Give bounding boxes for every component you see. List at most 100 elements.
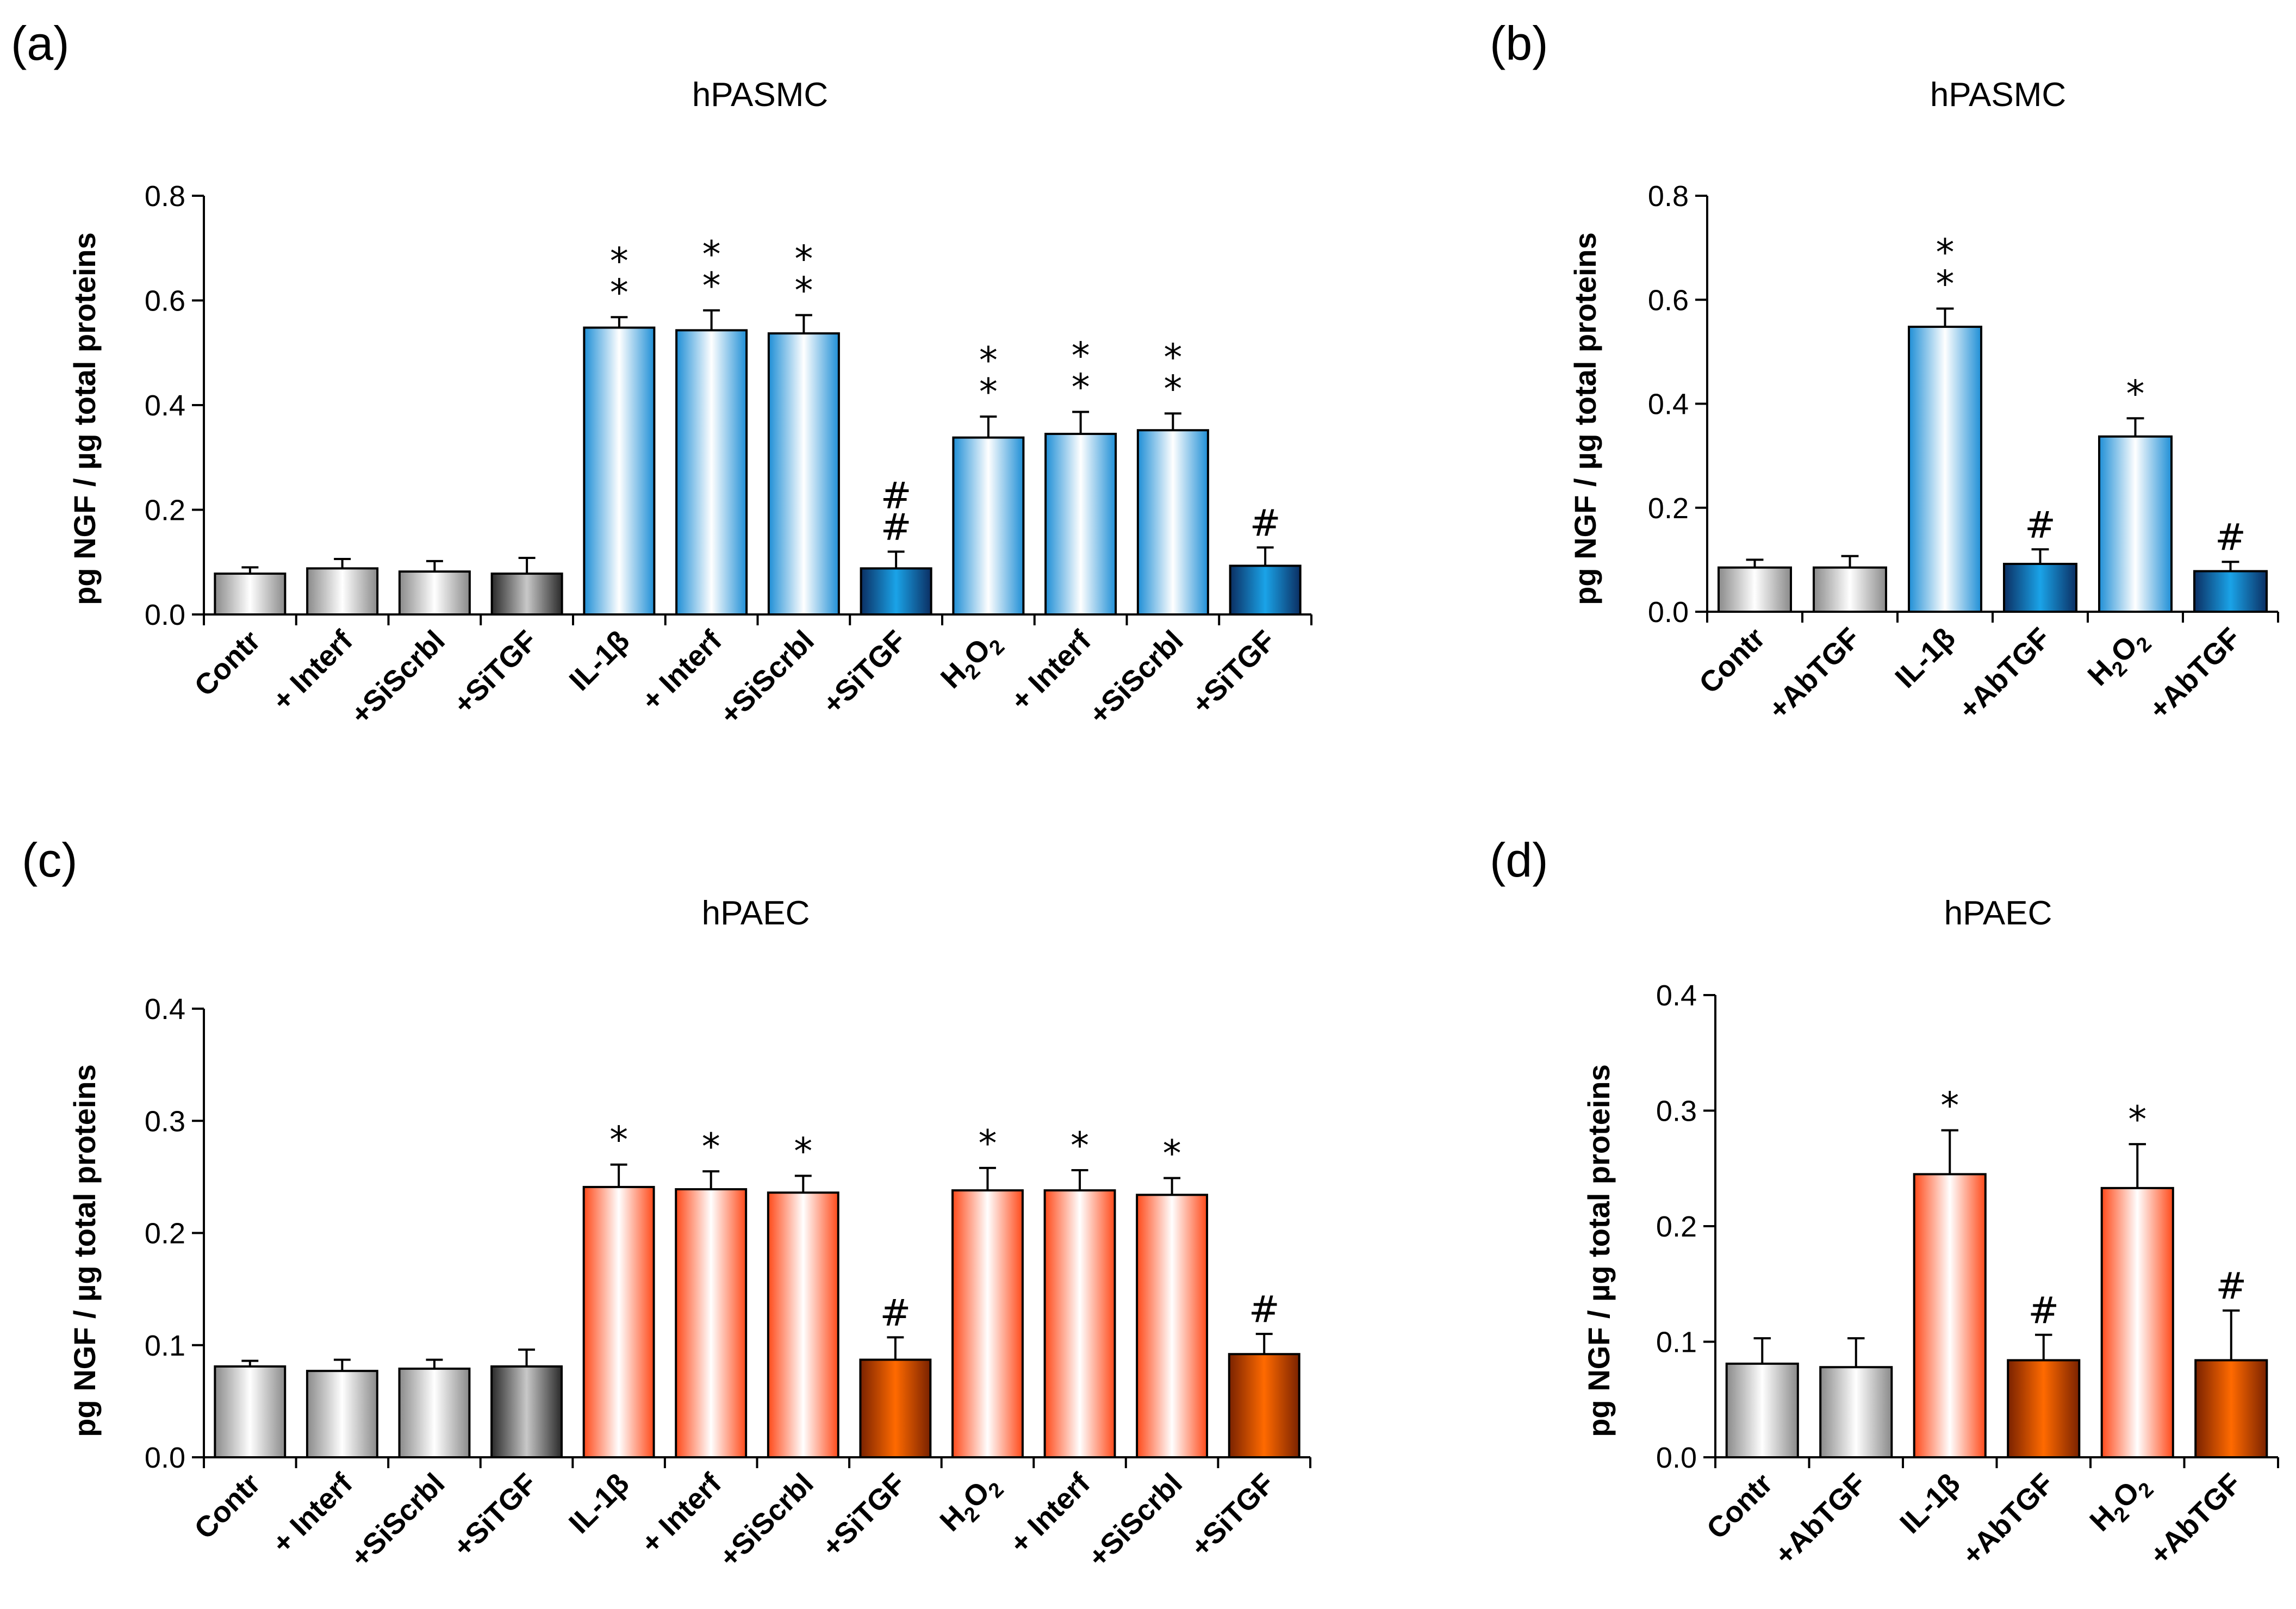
- bar: [2100, 1186, 2174, 1458]
- significance-label: #: [1250, 502, 1281, 545]
- significance-label: *: [794, 1130, 812, 1173]
- category-label: IL-1β: [563, 624, 636, 697]
- significance-label: * *: [610, 240, 629, 314]
- significance-label: * *: [702, 233, 721, 308]
- y-tick-label: 0.0: [1648, 596, 1689, 629]
- category-label: + Interf: [1004, 624, 1098, 717]
- significance-label: #: [2215, 516, 2246, 559]
- category-label: +SiScrbl: [714, 624, 820, 731]
- significance-label: # #: [881, 475, 912, 549]
- panel-b-letter: (b): [1490, 16, 1548, 70]
- panel-a-y-ticks: 0.0 0.2 0.4 0.6 0.8: [145, 180, 1312, 631]
- bar: [582, 1185, 655, 1458]
- category-label: +SiScrbl: [344, 1467, 451, 1574]
- category-label: +SiScrbl: [1082, 1467, 1189, 1574]
- panel-a-title: hPASMC: [692, 76, 828, 114]
- significance-label: *: [978, 1122, 997, 1165]
- panel-c-y-axis-label: pg NGF / µg total proteins: [67, 1064, 102, 1437]
- bar: [1908, 325, 1982, 613]
- category-label: +AbTGF: [1762, 622, 1866, 726]
- panel-c-y-ticks: 0.0 0.1 0.2 0.3 0.4: [145, 993, 1311, 1474]
- bar: [398, 570, 471, 616]
- significance-label: * *: [794, 238, 813, 312]
- bar: [1228, 1353, 1301, 1458]
- panel-b-title: hPASMC: [1930, 76, 2066, 114]
- category-label: IL-1β: [1894, 1467, 1967, 1540]
- bar: [1813, 566, 1887, 613]
- significance-label: * *: [1072, 335, 1090, 409]
- bar: [1725, 1362, 1799, 1458]
- category-label: +SiScrbl: [345, 624, 451, 731]
- panel-a-bars: * * * * * * # # * * * * * * #: [214, 233, 1302, 616]
- category-label: H2O2​: [935, 624, 1009, 699]
- panel-b: (b) hPASMC pg NGF / µg total proteins 0.…: [1490, 16, 2279, 726]
- panel-d-title: hPAEC: [1944, 894, 2052, 932]
- category-label: +SiTGF: [816, 624, 912, 720]
- y-tick-label: 0.4: [145, 389, 185, 422]
- panel-c-letter: (c): [22, 833, 78, 887]
- bar: [860, 567, 932, 616]
- y-tick-label: 0.0: [145, 599, 185, 631]
- bar: [214, 1365, 287, 1458]
- bar: [2098, 435, 2173, 613]
- panel-b-bars: * * # * #: [1718, 232, 2268, 613]
- significance-label: *: [1071, 1125, 1089, 1167]
- bar: [859, 1358, 932, 1458]
- y-tick-label: 0.3: [1656, 1095, 1697, 1128]
- category-label: +AbTGF: [2143, 622, 2247, 726]
- category-label: Contr: [188, 624, 266, 703]
- y-tick-label: 0.4: [145, 993, 185, 1026]
- y-tick-label: 0.2: [1648, 492, 1689, 525]
- category-label: +AbTGF: [1956, 1467, 2060, 1571]
- significance-label: *: [609, 1119, 628, 1162]
- significance-label: #: [1249, 1288, 1280, 1331]
- category-label: + Interf: [1004, 1467, 1097, 1560]
- bar: [1136, 429, 1209, 616]
- category-label: + Interf: [266, 624, 359, 717]
- category-label: +SiTGF: [1185, 624, 1281, 720]
- category-label: IL-1β: [563, 1467, 636, 1540]
- bar: [398, 1368, 471, 1458]
- panel-c-bars: * * * # * * * #: [214, 1119, 1301, 1458]
- bar: [306, 1370, 378, 1458]
- bar: [767, 332, 840, 616]
- bar: [2193, 570, 2268, 613]
- significance-label: *: [2126, 372, 2145, 415]
- bar: [214, 572, 287, 616]
- category-label: +SiTGF: [447, 624, 543, 720]
- category-label: +SiTGF: [447, 1467, 543, 1563]
- bar: [675, 1188, 748, 1458]
- significance-label: * *: [979, 339, 998, 414]
- y-tick-label: 0.4: [1656, 979, 1697, 1012]
- category-label: + Interf: [266, 1467, 359, 1560]
- significance-label: * *: [1163, 336, 1182, 411]
- panel-d-y-axis-label: pg NGF / µg total proteins: [1582, 1064, 1616, 1437]
- bar: [1819, 1366, 1893, 1458]
- category-label: +AbTGF: [1952, 622, 2057, 726]
- panel-a-letter: (a): [11, 16, 70, 70]
- category-label: Contr: [1693, 622, 1771, 700]
- panel-d-letter: (d): [1490, 833, 1548, 887]
- bar: [951, 1189, 1024, 1458]
- category-label: + Interf: [635, 624, 729, 717]
- category-label: +SiTGF: [1185, 1467, 1281, 1563]
- panel-a: (a) hPASMC pg NGF / µg total proteins 0.…: [11, 16, 1312, 731]
- y-tick-label: 0.6: [145, 285, 185, 318]
- panel-d: (d) hPAEC pg NGF / µg total proteins 0.0…: [1490, 833, 2279, 1571]
- category-label: Contr: [1701, 1467, 1779, 1545]
- category-label: +AbTGF: [2143, 1467, 2248, 1571]
- bar: [767, 1191, 839, 1458]
- category-label: H2O2​: [2081, 622, 2156, 696]
- bar: [952, 436, 1025, 616]
- y-tick-label: 0.8: [145, 180, 185, 213]
- significance-label: *: [1163, 1132, 1181, 1175]
- bar: [583, 326, 656, 616]
- y-tick-label: 0.2: [145, 494, 185, 527]
- category-label: H2O2​: [934, 1467, 1008, 1542]
- category-label: Contr: [188, 1467, 266, 1545]
- category-label: H2O2​: [2083, 1467, 2158, 1542]
- category-label: +SiTGF: [816, 1467, 912, 1563]
- bar: [490, 572, 563, 616]
- panel-d-bars: * # * #: [1725, 1085, 2268, 1458]
